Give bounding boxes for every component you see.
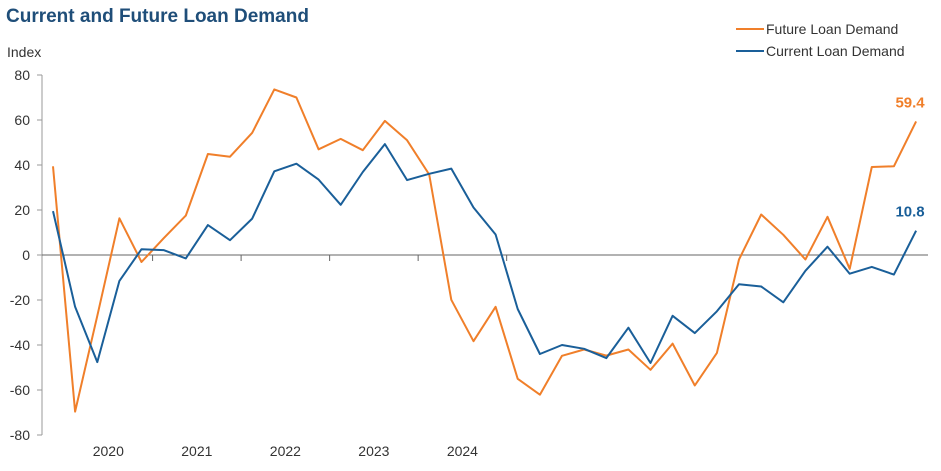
y-tick-label: -20 bbox=[10, 292, 30, 308]
end-value-label: 10.8 bbox=[895, 204, 924, 221]
legend-label: Current Loan Demand bbox=[766, 43, 905, 59]
x-tick-label: 2020 bbox=[93, 443, 124, 459]
x-tick-label: 2023 bbox=[358, 443, 389, 459]
x-tick-label: 2024 bbox=[447, 443, 478, 459]
legend: Future Loan Demand Current Loan Demand bbox=[736, 21, 905, 59]
future-loan-demand-line bbox=[52, 88, 917, 413]
y-tick-label: 20 bbox=[14, 202, 30, 218]
x-tick-label: 2022 bbox=[270, 443, 301, 459]
series-lines: 59.4 10.8 bbox=[52, 88, 925, 413]
y-axis-label: Index bbox=[7, 44, 42, 60]
y-tick-label: 60 bbox=[14, 112, 30, 128]
chart-title: Current and Future Loan Demand bbox=[6, 6, 309, 27]
y-tick-label: -60 bbox=[10, 382, 30, 398]
end-value-label: 59.4 bbox=[895, 94, 925, 111]
y-tick-label: 80 bbox=[14, 67, 30, 83]
x-tick-label: 2021 bbox=[181, 443, 212, 459]
y-tick-label: 0 bbox=[22, 247, 30, 263]
current-loan-demand-line bbox=[52, 143, 917, 364]
y-tick-label: -40 bbox=[10, 337, 30, 353]
y-tick-label: 40 bbox=[14, 157, 30, 173]
axes: 80 60 40 20 0 -20 -40 -60 -80 2020 2021 2022 2023 202… bbox=[10, 67, 928, 459]
y-tick-label: -80 bbox=[10, 427, 30, 443]
legend-label: Future Loan Demand bbox=[766, 21, 898, 37]
